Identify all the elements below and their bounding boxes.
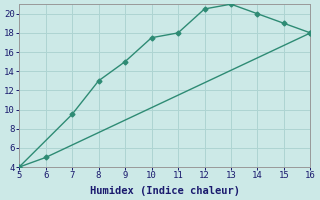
X-axis label: Humidex (Indice chaleur): Humidex (Indice chaleur) xyxy=(90,186,240,196)
